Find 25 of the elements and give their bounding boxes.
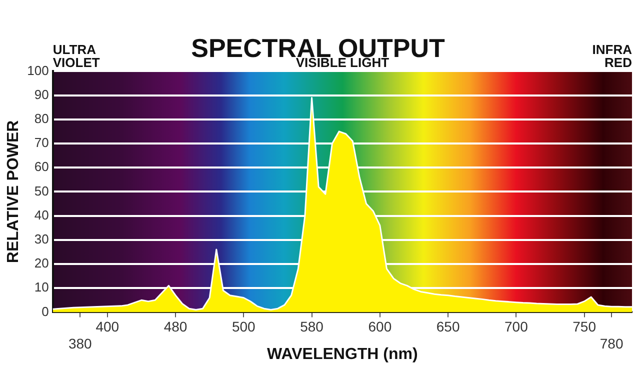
y-axis-title: RELATIVE POWER <box>5 120 22 264</box>
x-tick-label: 650 <box>436 318 460 334</box>
y-tick-label: 60 <box>34 159 49 174</box>
text: INFRA RED <box>592 42 633 70</box>
x-tick-label: 400 <box>96 318 120 334</box>
x-tick-label: 700 <box>504 318 528 334</box>
x-tick-label: 500 <box>232 318 256 334</box>
x-tick-label: 480 <box>164 318 188 334</box>
x-tick-label: 750 <box>572 318 596 334</box>
x-tick-label: 380 <box>68 335 92 352</box>
text: ULTRA VIOLET <box>52 42 100 70</box>
y-tick-label: 90 <box>34 86 49 102</box>
x-axis-title: WAVELENGTH (nm) <box>267 346 418 363</box>
x-tick-label: 580 <box>300 318 324 334</box>
y-tick-label: 100 <box>27 62 49 78</box>
y-tick-label: 30 <box>34 231 49 246</box>
y-tick-label: 70 <box>34 135 49 150</box>
x-tick-label: 600 <box>368 318 392 334</box>
y-tick-label: 40 <box>34 207 49 222</box>
x-tick-label: 780 <box>600 335 624 352</box>
y-tick-label: 20 <box>34 256 49 271</box>
y-tick-label: 0 <box>42 304 49 319</box>
y-tick-label: 10 <box>34 280 49 295</box>
y-tick-label: 50 <box>34 183 49 198</box>
y-tick-label: 80 <box>34 110 49 126</box>
